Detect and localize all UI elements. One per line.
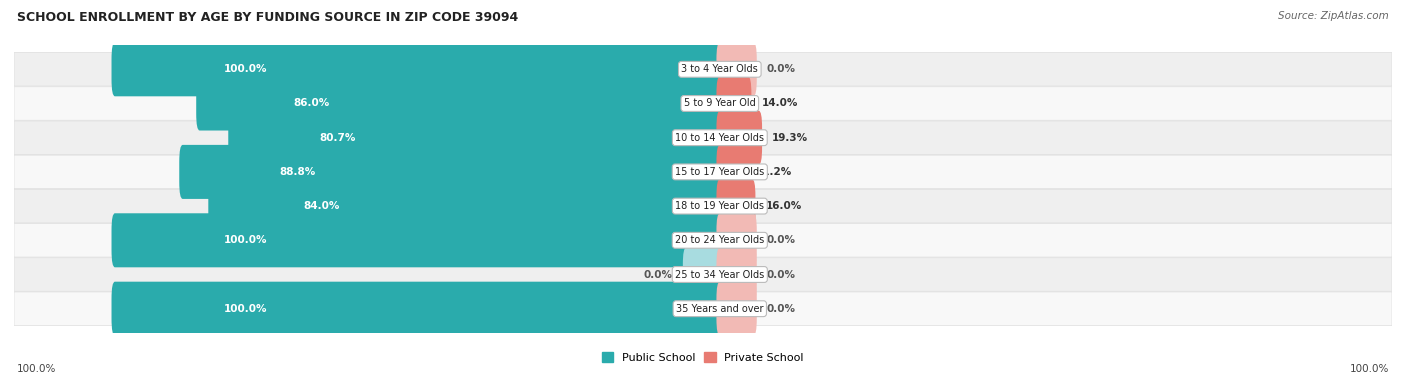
Text: 5 to 9 Year Old: 5 to 9 Year Old: [683, 99, 755, 108]
Text: 0.0%: 0.0%: [766, 64, 796, 74]
Legend: Public School, Private School: Public School, Private School: [598, 348, 808, 367]
Text: 0.0%: 0.0%: [766, 235, 796, 245]
FancyBboxPatch shape: [717, 42, 756, 96]
FancyBboxPatch shape: [14, 87, 1392, 120]
FancyBboxPatch shape: [717, 145, 745, 199]
Text: 100.0%: 100.0%: [224, 64, 267, 74]
FancyBboxPatch shape: [717, 248, 756, 302]
FancyBboxPatch shape: [14, 121, 1392, 155]
Text: 25 to 34 Year Olds: 25 to 34 Year Olds: [675, 270, 765, 279]
Text: 100.0%: 100.0%: [17, 364, 56, 374]
FancyBboxPatch shape: [228, 111, 723, 165]
FancyBboxPatch shape: [717, 111, 762, 165]
FancyBboxPatch shape: [208, 179, 723, 233]
FancyBboxPatch shape: [14, 53, 1392, 86]
Text: 18 to 19 Year Olds: 18 to 19 Year Olds: [675, 201, 765, 211]
FancyBboxPatch shape: [14, 223, 1392, 257]
Text: 16.0%: 16.0%: [765, 201, 801, 211]
Text: 0.0%: 0.0%: [766, 304, 796, 314]
Text: SCHOOL ENROLLMENT BY AGE BY FUNDING SOURCE IN ZIP CODE 39094: SCHOOL ENROLLMENT BY AGE BY FUNDING SOUR…: [17, 11, 519, 24]
Text: 35 Years and over: 35 Years and over: [676, 304, 763, 314]
Text: 84.0%: 84.0%: [304, 201, 339, 211]
FancyBboxPatch shape: [180, 145, 723, 199]
FancyBboxPatch shape: [14, 189, 1392, 223]
Text: 100.0%: 100.0%: [224, 304, 267, 314]
Text: 100.0%: 100.0%: [224, 235, 267, 245]
Text: 80.7%: 80.7%: [319, 133, 356, 143]
FancyBboxPatch shape: [717, 282, 756, 336]
FancyBboxPatch shape: [14, 155, 1392, 189]
FancyBboxPatch shape: [717, 179, 755, 233]
Text: 14.0%: 14.0%: [762, 99, 797, 108]
Text: 0.0%: 0.0%: [644, 270, 672, 279]
FancyBboxPatch shape: [111, 213, 723, 267]
Text: 100.0%: 100.0%: [1350, 364, 1389, 374]
FancyBboxPatch shape: [14, 292, 1392, 325]
Text: 10 to 14 Year Olds: 10 to 14 Year Olds: [675, 133, 765, 143]
FancyBboxPatch shape: [111, 42, 723, 96]
Text: 20 to 24 Year Olds: 20 to 24 Year Olds: [675, 235, 765, 245]
Text: 3 to 4 Year Olds: 3 to 4 Year Olds: [682, 64, 758, 74]
FancyBboxPatch shape: [197, 76, 723, 130]
FancyBboxPatch shape: [717, 213, 756, 267]
Text: 11.2%: 11.2%: [756, 167, 792, 177]
Text: Source: ZipAtlas.com: Source: ZipAtlas.com: [1278, 11, 1389, 21]
FancyBboxPatch shape: [111, 282, 723, 336]
Text: 0.0%: 0.0%: [766, 270, 796, 279]
FancyBboxPatch shape: [717, 76, 751, 130]
Text: 86.0%: 86.0%: [294, 99, 329, 108]
FancyBboxPatch shape: [683, 248, 723, 302]
Text: 19.3%: 19.3%: [772, 133, 808, 143]
Text: 88.8%: 88.8%: [280, 167, 315, 177]
Text: 15 to 17 Year Olds: 15 to 17 Year Olds: [675, 167, 765, 177]
FancyBboxPatch shape: [14, 258, 1392, 291]
